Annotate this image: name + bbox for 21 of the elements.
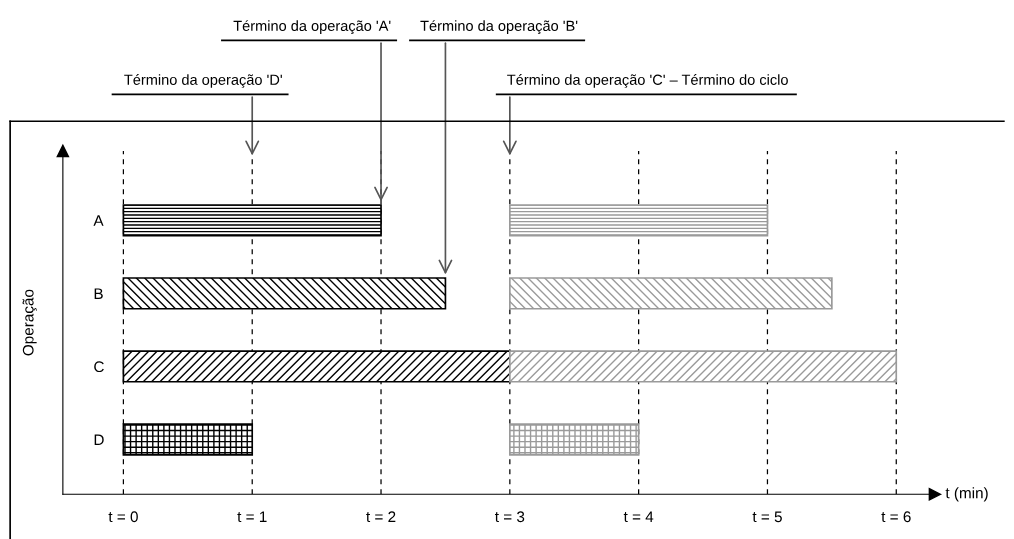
x-tick-label: t = 2 [366,511,396,523]
text: Término da operação 'D' [124,74,282,88]
y-tick-label: B [94,288,103,299]
x-tick-label: t = 6 [881,511,911,523]
y-tick-label: C [94,361,104,373]
y-tick-label: A [93,215,104,226]
x-axis-title: t (min) [945,487,988,502]
x-tick-label: t = 0 [108,511,138,523]
y-tick-label: D [94,434,104,446]
x-tick-label: t = 4 [623,511,654,523]
bar [509,350,898,383]
bar [509,204,769,237]
x-tick-label: t = 1 [237,511,267,523]
x-tick-label: t = 5 [752,511,782,523]
bar [509,277,833,310]
text: Término da operação 'B' [420,20,578,34]
x-tick-label: t = 3 [494,511,525,523]
text: Término da operação 'A' [233,20,391,34]
bar [509,423,640,456]
y-axis-title: Operação [22,289,37,356]
text: Término da operação 'C' – Término do ciclo [507,74,788,88]
